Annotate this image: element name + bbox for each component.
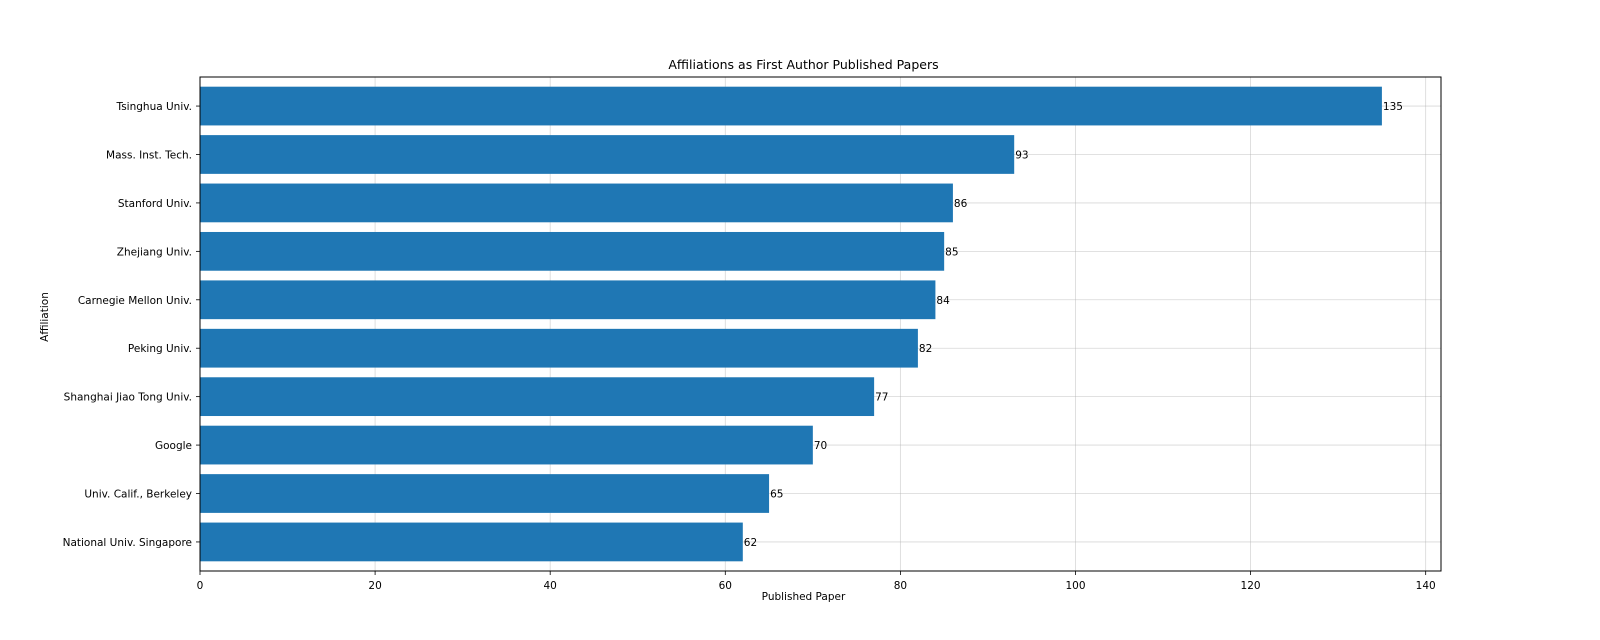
bar-value-label: 82 (919, 343, 932, 355)
x-tick-label: 0 (197, 580, 204, 592)
bars (200, 86, 1382, 562)
bar (200, 231, 945, 271)
y-tick-label: Zhejiang Univ. (117, 246, 192, 258)
x-tick-label: 40 (544, 580, 557, 592)
x-tick-label: 60 (719, 580, 732, 592)
x-axis-ticks: 0 20 40 60 80 100 120 140 (197, 571, 1436, 592)
value-labels: 135 93 86 85 84 82 77 70 65 62 (744, 101, 1403, 549)
bar (200, 86, 1382, 126)
bar (200, 522, 743, 562)
x-tick-label: 120 (1241, 580, 1261, 592)
bar-value-label: 85 (945, 246, 958, 258)
x-tick-label: 100 (1065, 580, 1085, 592)
y-axis-label: Affiliation (39, 292, 51, 342)
y-tick-label: Stanford Univ. (118, 198, 192, 210)
bar (200, 183, 953, 223)
bar (200, 377, 875, 417)
y-tick-label: Univ. Calif., Berkeley (84, 489, 192, 501)
bar-value-label: 70 (814, 440, 827, 452)
y-tick-label: Carnegie Mellon Univ. (78, 295, 192, 307)
bar (200, 328, 918, 368)
y-tick-label: National Univ. Singapore (63, 537, 192, 549)
y-tick-label: Shanghai Jiao Tong Univ. (64, 392, 192, 404)
chart-title: Affiliations as First Author Published P… (668, 57, 938, 72)
plot-frame (199, 76, 1442, 572)
bar-value-label: 62 (744, 537, 757, 549)
bar-value-label: 84 (936, 295, 950, 307)
axes-frame (199, 76, 1442, 572)
bar-value-label: 77 (875, 392, 888, 404)
x-tick-label: 20 (368, 580, 381, 592)
bar (200, 135, 1015, 174)
y-tick-label: Google (155, 440, 192, 452)
bar (200, 474, 770, 513)
y-tick-label: Mass. Inst. Tech. (106, 149, 192, 161)
bar-value-label: 135 (1383, 101, 1403, 113)
y-axis-ticks: Tsinghua Univ. Mass. Inst. Tech. Stanford … (63, 101, 200, 549)
bar (200, 280, 936, 320)
x-tick-label: 80 (894, 580, 907, 592)
y-tick-label: Peking Univ. (128, 343, 192, 355)
bar-value-label: 93 (1015, 149, 1028, 161)
y-tick-label: Tsinghua Univ. (116, 101, 192, 113)
bar-value-label: 65 (770, 489, 783, 501)
bar-value-label: 86 (954, 198, 968, 210)
bar (200, 425, 813, 465)
x-tick-label: 140 (1416, 580, 1436, 592)
x-axis-label: Published Paper (762, 591, 846, 603)
